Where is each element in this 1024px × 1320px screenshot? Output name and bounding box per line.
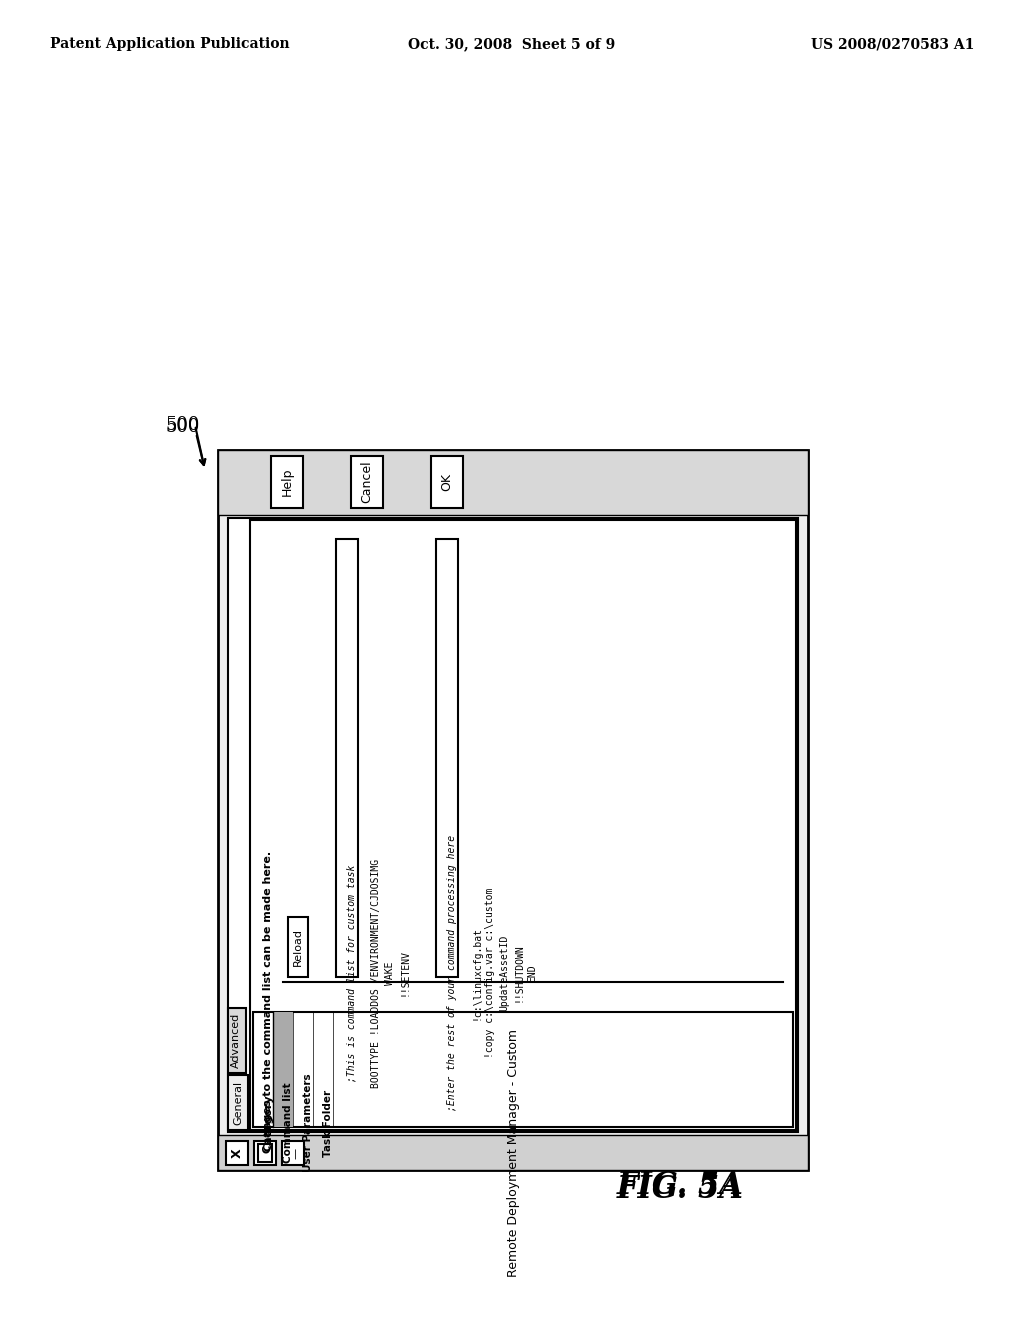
Text: Task Folder: Task Folder [323,1089,333,1156]
Polygon shape [228,1074,248,1130]
Polygon shape [282,1140,304,1166]
Text: Command list: Command list [283,1082,293,1163]
Text: US 2008/0270583 A1: US 2008/0270583 A1 [811,37,974,51]
Polygon shape [254,1140,276,1166]
Polygon shape [288,917,308,977]
Text: END: END [527,964,537,982]
Text: X: X [230,1148,244,1158]
Text: Cancel: Cancel [360,461,374,503]
Text: 500: 500 [166,418,200,436]
Polygon shape [253,1012,793,1127]
Polygon shape [271,455,303,508]
Text: User Parameters: User Parameters [303,1073,313,1172]
Text: Changes to the command list can be made here.: Changes to the command list can be made … [263,851,273,1154]
Text: Category: Category [263,1094,273,1151]
Polygon shape [436,539,458,977]
Text: ;This is command list for custom task: ;This is command list for custom task [347,865,357,1081]
Text: Oct. 30, 2008  Sheet 5 of 9: Oct. 30, 2008 Sheet 5 of 9 [409,37,615,51]
Text: General: General [233,1081,243,1125]
Polygon shape [431,455,463,508]
Text: !c:\linuxcfg.bat: !c:\linuxcfg.bat [471,927,481,1020]
Text: UpdateAssetID: UpdateAssetID [499,935,509,1011]
Text: !!SETENV: !!SETENV [399,949,409,997]
Polygon shape [250,520,796,1130]
Polygon shape [336,539,358,977]
Text: Advanced: Advanced [231,1012,241,1068]
Text: !copy c:\config.var c:\custom: !copy c:\config.var c:\custom [485,888,495,1059]
Polygon shape [273,1012,293,1127]
Text: Patent Application Publication: Patent Application Publication [50,37,290,51]
Polygon shape [226,1140,248,1166]
Polygon shape [228,517,798,1133]
Text: Remote Deployment Manager - Custom: Remote Deployment Manager - Custom [507,1030,519,1276]
Text: 500: 500 [166,416,200,434]
Polygon shape [218,450,808,1170]
Text: FIG. 5A: FIG. 5A [616,1170,743,1200]
Text: FIG. 5A: FIG. 5A [616,1175,743,1205]
Text: ;Enter the rest of your command processing here: ;Enter the rest of your command processi… [447,836,457,1111]
Polygon shape [351,455,383,508]
Text: BOOTTYPE !LOADDOS /ENVIRONMENT/CJDOSIMG: BOOTTYPE !LOADDOS /ENVIRONMENT/CJDOSIMG [371,858,381,1088]
Polygon shape [228,1008,246,1073]
Text: Reload: Reload [293,928,303,966]
Text: !!SHUTDOWN: !!SHUTDOWN [513,944,523,1002]
Text: OK: OK [440,473,454,491]
Text: —: — [291,1147,301,1159]
Polygon shape [218,1135,808,1170]
Text: WAKE: WAKE [385,961,395,985]
Polygon shape [218,450,808,515]
Text: Help: Help [281,467,294,496]
